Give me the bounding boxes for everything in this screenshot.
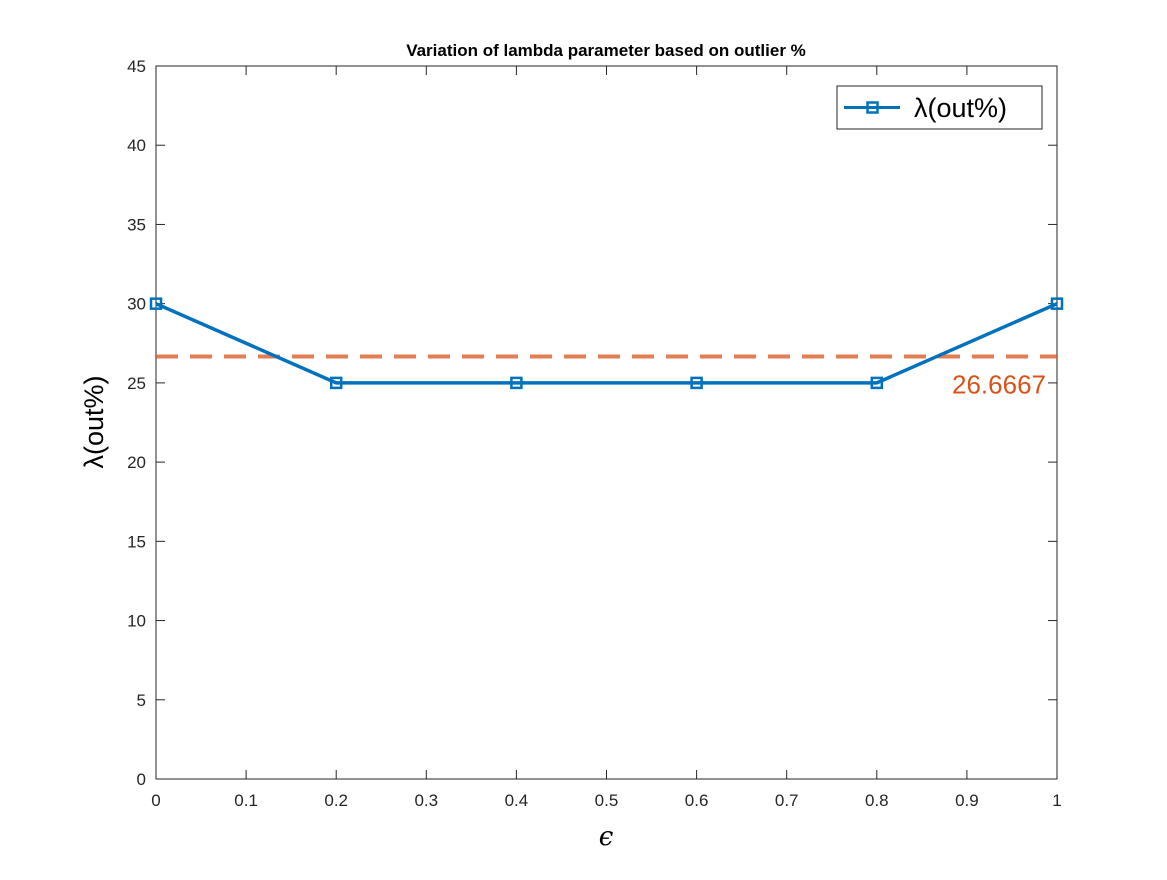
- y-tick-label: 20: [127, 453, 146, 472]
- y-tick-label: 15: [127, 532, 146, 551]
- x-tick-label: 0.1: [234, 791, 258, 810]
- data-point-marker: [870, 376, 884, 390]
- axes: [155, 65, 1058, 780]
- data-point-marker: [329, 376, 343, 390]
- y-axis-ticks: 0 5 10 15 20 25 30 35 40 45: [127, 57, 1057, 789]
- y-tick-label: 0: [137, 770, 146, 789]
- data-point-marker: [510, 376, 523, 390]
- y-tick-label: 10: [127, 612, 146, 631]
- x-axis-ticks: 0 0.1 0.2 0.3 0.4 0.5 0.6 0.7 0.8 0.9 1: [151, 66, 1062, 810]
- reference-line-group: 26.6667: [156, 354, 1057, 399]
- y-tick-label: 35: [127, 215, 146, 234]
- x-tick-label: 0.6: [685, 791, 709, 810]
- plot-area: [155, 65, 1058, 780]
- x-tick-label: 0.5: [595, 791, 619, 810]
- x-tick-label: 0.2: [324, 791, 348, 810]
- x-tick-label: 0.8: [865, 791, 889, 810]
- reference-line-label: 26.6667: [952, 369, 1046, 399]
- y-tick-label: 25: [127, 374, 146, 393]
- y-tick-label: 30: [127, 295, 146, 314]
- x-tick-label: 0.4: [505, 791, 529, 810]
- x-tick-label: 0.9: [955, 791, 979, 810]
- y-axis-label: λ(out%): [79, 375, 109, 468]
- data-point-marker: [1050, 297, 1064, 310]
- series-group: [149, 297, 1064, 390]
- x-tick-label: 1: [1052, 791, 1061, 810]
- legend-label: λ(out%): [914, 93, 1007, 123]
- y-tick-label: 40: [127, 136, 146, 155]
- legend-marker-sample: [866, 101, 879, 114]
- data-point-marker: [690, 376, 703, 390]
- data-point-marker: [149, 297, 163, 310]
- y-tick-label: 45: [127, 57, 146, 76]
- y-tick-label: 5: [137, 691, 146, 710]
- x-tick-label: 0: [151, 791, 160, 810]
- chart-title: Variation of lambda parameter based on o…: [406, 41, 806, 60]
- x-tick-label: 0.7: [775, 791, 799, 810]
- x-axis-label: ϵ: [599, 822, 614, 852]
- legend: λ(out%): [836, 85, 1043, 130]
- series-line: [155, 302, 1058, 385]
- x-tick-label: 0.3: [414, 791, 438, 810]
